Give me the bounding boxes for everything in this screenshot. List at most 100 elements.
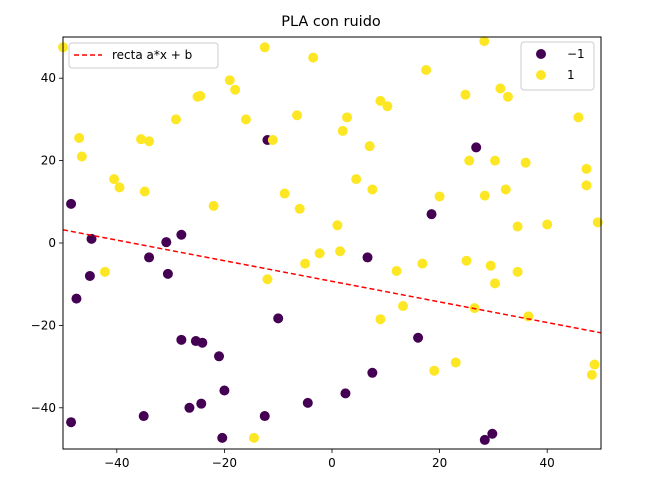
point-class-pos <box>375 314 386 325</box>
point-class-pos <box>581 163 592 174</box>
point-class-pos <box>461 255 472 266</box>
point-class-pos <box>248 432 259 443</box>
point-class-neg <box>302 397 313 408</box>
point-class-pos <box>450 357 461 368</box>
point-class-pos <box>382 101 393 112</box>
legend-lines-box <box>68 42 219 69</box>
point-class-pos <box>294 203 305 214</box>
point-class-pos <box>74 132 85 143</box>
point-class-neg <box>71 293 82 304</box>
point-class-neg <box>471 142 482 153</box>
point-class-pos <box>139 186 150 197</box>
point-class-pos <box>230 84 241 95</box>
point-class-pos <box>342 112 353 123</box>
x-tick-label: −40 <box>104 456 129 470</box>
point-class-pos <box>332 220 343 231</box>
point-class-neg <box>162 268 173 279</box>
point-class-neg <box>487 428 498 439</box>
point-class-neg <box>176 334 187 345</box>
x-axis: −40 −20 0 20 40 <box>104 449 555 470</box>
point-class-pos <box>314 248 325 259</box>
point-class-neg <box>217 432 228 443</box>
point-class-pos <box>520 157 531 168</box>
point-class-neg <box>214 351 225 362</box>
legend-lines: recta a*x + b <box>68 42 219 69</box>
y-tick-label: 20 <box>41 154 56 168</box>
legend-classes: −1 1 <box>520 41 595 91</box>
point-class-neg <box>259 411 270 422</box>
point-class-pos <box>144 136 155 147</box>
point-class-pos <box>502 91 513 102</box>
y-axis: −40 −20 0 20 40 <box>31 71 63 415</box>
point-class-pos <box>208 200 219 211</box>
point-class-pos <box>300 258 311 269</box>
point-class-pos <box>485 260 496 271</box>
x-tick-label: 40 <box>540 456 555 470</box>
point-class-pos <box>479 36 490 47</box>
point-class-pos <box>262 274 273 285</box>
point-class-neg <box>196 398 207 409</box>
point-class-pos <box>99 266 110 277</box>
point-class-pos <box>581 180 592 191</box>
point-class-pos <box>490 278 501 289</box>
point-class-pos <box>292 110 303 121</box>
y-tick-label: −20 <box>31 318 56 332</box>
point-class-pos <box>512 266 523 277</box>
legend-marker-neg <box>536 49 546 59</box>
point-class-pos <box>224 75 235 86</box>
point-class-pos <box>429 365 440 376</box>
point-class-pos <box>337 125 348 136</box>
point-class-pos <box>308 52 319 63</box>
x-tick-label: −20 <box>212 456 237 470</box>
point-class-pos <box>109 174 120 185</box>
point-class-pos <box>170 114 181 125</box>
point-class-neg <box>184 402 195 413</box>
point-class-pos <box>495 83 506 94</box>
point-class-pos <box>573 112 584 123</box>
point-class-neg <box>144 252 155 263</box>
point-class-pos <box>417 258 428 269</box>
point-class-pos <box>421 64 432 75</box>
point-class-pos <box>114 182 125 193</box>
point-class-pos <box>279 188 290 199</box>
legend-line-label: recta a*x + b <box>112 48 192 62</box>
point-class-neg <box>362 252 373 263</box>
point-class-pos <box>195 90 206 101</box>
point-class-pos <box>592 217 603 228</box>
point-class-pos <box>76 151 87 162</box>
point-class-pos <box>500 184 511 195</box>
point-class-neg <box>66 417 77 428</box>
point-class-pos <box>512 221 523 232</box>
chart-title: PLA con ruido <box>281 14 381 30</box>
y-tick-label: 40 <box>41 71 56 85</box>
point-class-neg <box>176 229 187 240</box>
point-class-neg <box>273 313 284 324</box>
point-class-neg <box>479 434 490 445</box>
point-class-neg <box>197 337 208 348</box>
point-class-pos <box>364 141 375 152</box>
point-class-pos <box>523 311 534 322</box>
point-class-neg <box>367 367 378 378</box>
point-class-pos <box>464 155 475 166</box>
y-tick-label: 0 <box>48 236 56 250</box>
decision-line <box>62 229 602 334</box>
point-class-neg <box>161 237 172 248</box>
point-class-pos <box>542 219 553 230</box>
point-class-pos <box>259 42 270 53</box>
points-layer <box>58 36 603 445</box>
plot-frame <box>62 36 602 450</box>
point-class-neg <box>86 233 97 244</box>
point-class-pos <box>240 114 251 125</box>
point-class-neg <box>219 385 230 396</box>
point-class-pos <box>367 184 378 195</box>
point-class-pos <box>589 359 600 370</box>
point-class-neg <box>426 209 437 220</box>
legend-label-neg: −1 <box>567 47 585 61</box>
point-class-pos <box>351 174 362 185</box>
point-class-neg <box>413 332 424 343</box>
point-class-pos <box>136 134 147 145</box>
point-class-pos <box>398 301 409 312</box>
y-tick-label: −40 <box>31 401 56 415</box>
line-layer <box>62 229 602 334</box>
